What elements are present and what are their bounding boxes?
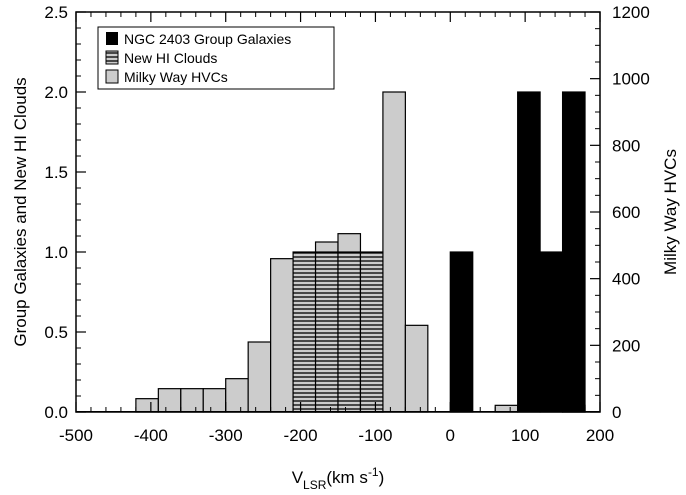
bar-milky-way-hvcs-11 — [382, 91, 406, 413]
legend: NGC 2403 Group Galaxies New HI Clouds Mi… — [97, 26, 335, 90]
legend-label-milky-way-hvcs: Milky Way HVCs — [124, 69, 228, 85]
y-left-tick-labels: 0.0 0.5 1.0 1.5 2.0 2.5 — [44, 3, 68, 422]
x-tick-label: -200 — [284, 426, 318, 445]
legend-swatch-new-hi-clouds — [105, 50, 119, 65]
y-right-tick-label: 600 — [612, 203, 640, 222]
bar-milky-way-hvcs-5 — [247, 341, 272, 413]
legend-box — [97, 26, 335, 90]
y-axis-left-title: Group Galaxies and New HI Clouds — [11, 77, 30, 346]
y-right-tick-labels: 0 200 400 600 800 1000 1200 — [612, 3, 650, 422]
bar-ngc-2403-group-galaxies-2 — [539, 251, 564, 413]
legend-swatch-group-galaxies — [106, 32, 118, 45]
y-axis-right-title: Milky Way HVCs — [661, 149, 680, 275]
x-tick-label: 0 — [446, 426, 455, 445]
y-right-tick-label: 1200 — [612, 3, 650, 22]
y-left-tick-label: 0.0 — [44, 403, 68, 422]
y-right-tick-label: 1000 — [612, 70, 650, 89]
x-axis-title-unit-sup: -1 — [368, 465, 379, 479]
x-tick-label: -500 — [59, 426, 93, 445]
bar-new-hi-clouds-0 — [292, 251, 317, 413]
x-axis-title-unit-pre: (km s — [326, 468, 368, 487]
y-left-tick-label: 1.0 — [44, 243, 68, 262]
bar-milky-way-hvcs-0 — [135, 398, 159, 413]
y-left-tick-label: 0.5 — [44, 323, 68, 342]
y-left-tick-label: 2.5 — [44, 3, 68, 22]
y-right-tick-label: 800 — [612, 136, 640, 155]
ticks-layer — [75, 11, 601, 413]
bar-milky-way-hvcs-4 — [225, 378, 249, 413]
x-axis-title-sub: LSR — [303, 478, 327, 492]
bar-milky-way-hvcs-3 — [202, 388, 227, 413]
bar-ngc-2403-group-galaxies-3 — [561, 91, 586, 413]
bar-new-hi-clouds-3 — [359, 251, 384, 413]
x-tick-label: 200 — [586, 426, 614, 445]
y-right-tick-label: 400 — [612, 270, 640, 289]
x-tick-label: -100 — [358, 426, 392, 445]
x-tick-label: -300 — [209, 426, 243, 445]
y-right-tick-label: 200 — [612, 336, 640, 355]
bar-milky-way-hvcs-2 — [180, 388, 204, 413]
bars-layer — [76, 91, 600, 413]
y-left-tick-label: 1.5 — [44, 163, 68, 182]
x-axis-title-main: V — [292, 468, 304, 487]
bar-new-hi-clouds-1 — [314, 251, 339, 413]
legend-swatch-milky-way-hvcs — [105, 69, 119, 84]
bar-milky-way-hvcs-1 — [157, 388, 182, 413]
bar-ngc-2403-group-galaxies-0 — [449, 251, 474, 413]
x-tick-labels: -500 -400 -300 -200 -100 0 100 200 — [59, 426, 614, 445]
y-right-tick-label: 0 — [612, 403, 621, 422]
x-tick-label: -400 — [134, 426, 168, 445]
bar-milky-way-hvcs-12 — [404, 324, 429, 413]
legend-label-new-hi-clouds: New HI Clouds — [124, 50, 217, 66]
x-axis-title-unit-post: ) — [379, 468, 385, 487]
legend-label-group-galaxies: NGC 2403 Group Galaxies — [124, 31, 291, 47]
bar-new-hi-clouds-2 — [337, 251, 362, 413]
y-left-tick-label: 2.0 — [44, 83, 68, 102]
x-axis-title: VLSR(km s-1) — [292, 465, 385, 492]
x-tick-label: 100 — [511, 426, 539, 445]
bar-milky-way-hvcs-6 — [270, 258, 294, 413]
bar-ngc-2403-group-galaxies-1 — [517, 91, 541, 413]
